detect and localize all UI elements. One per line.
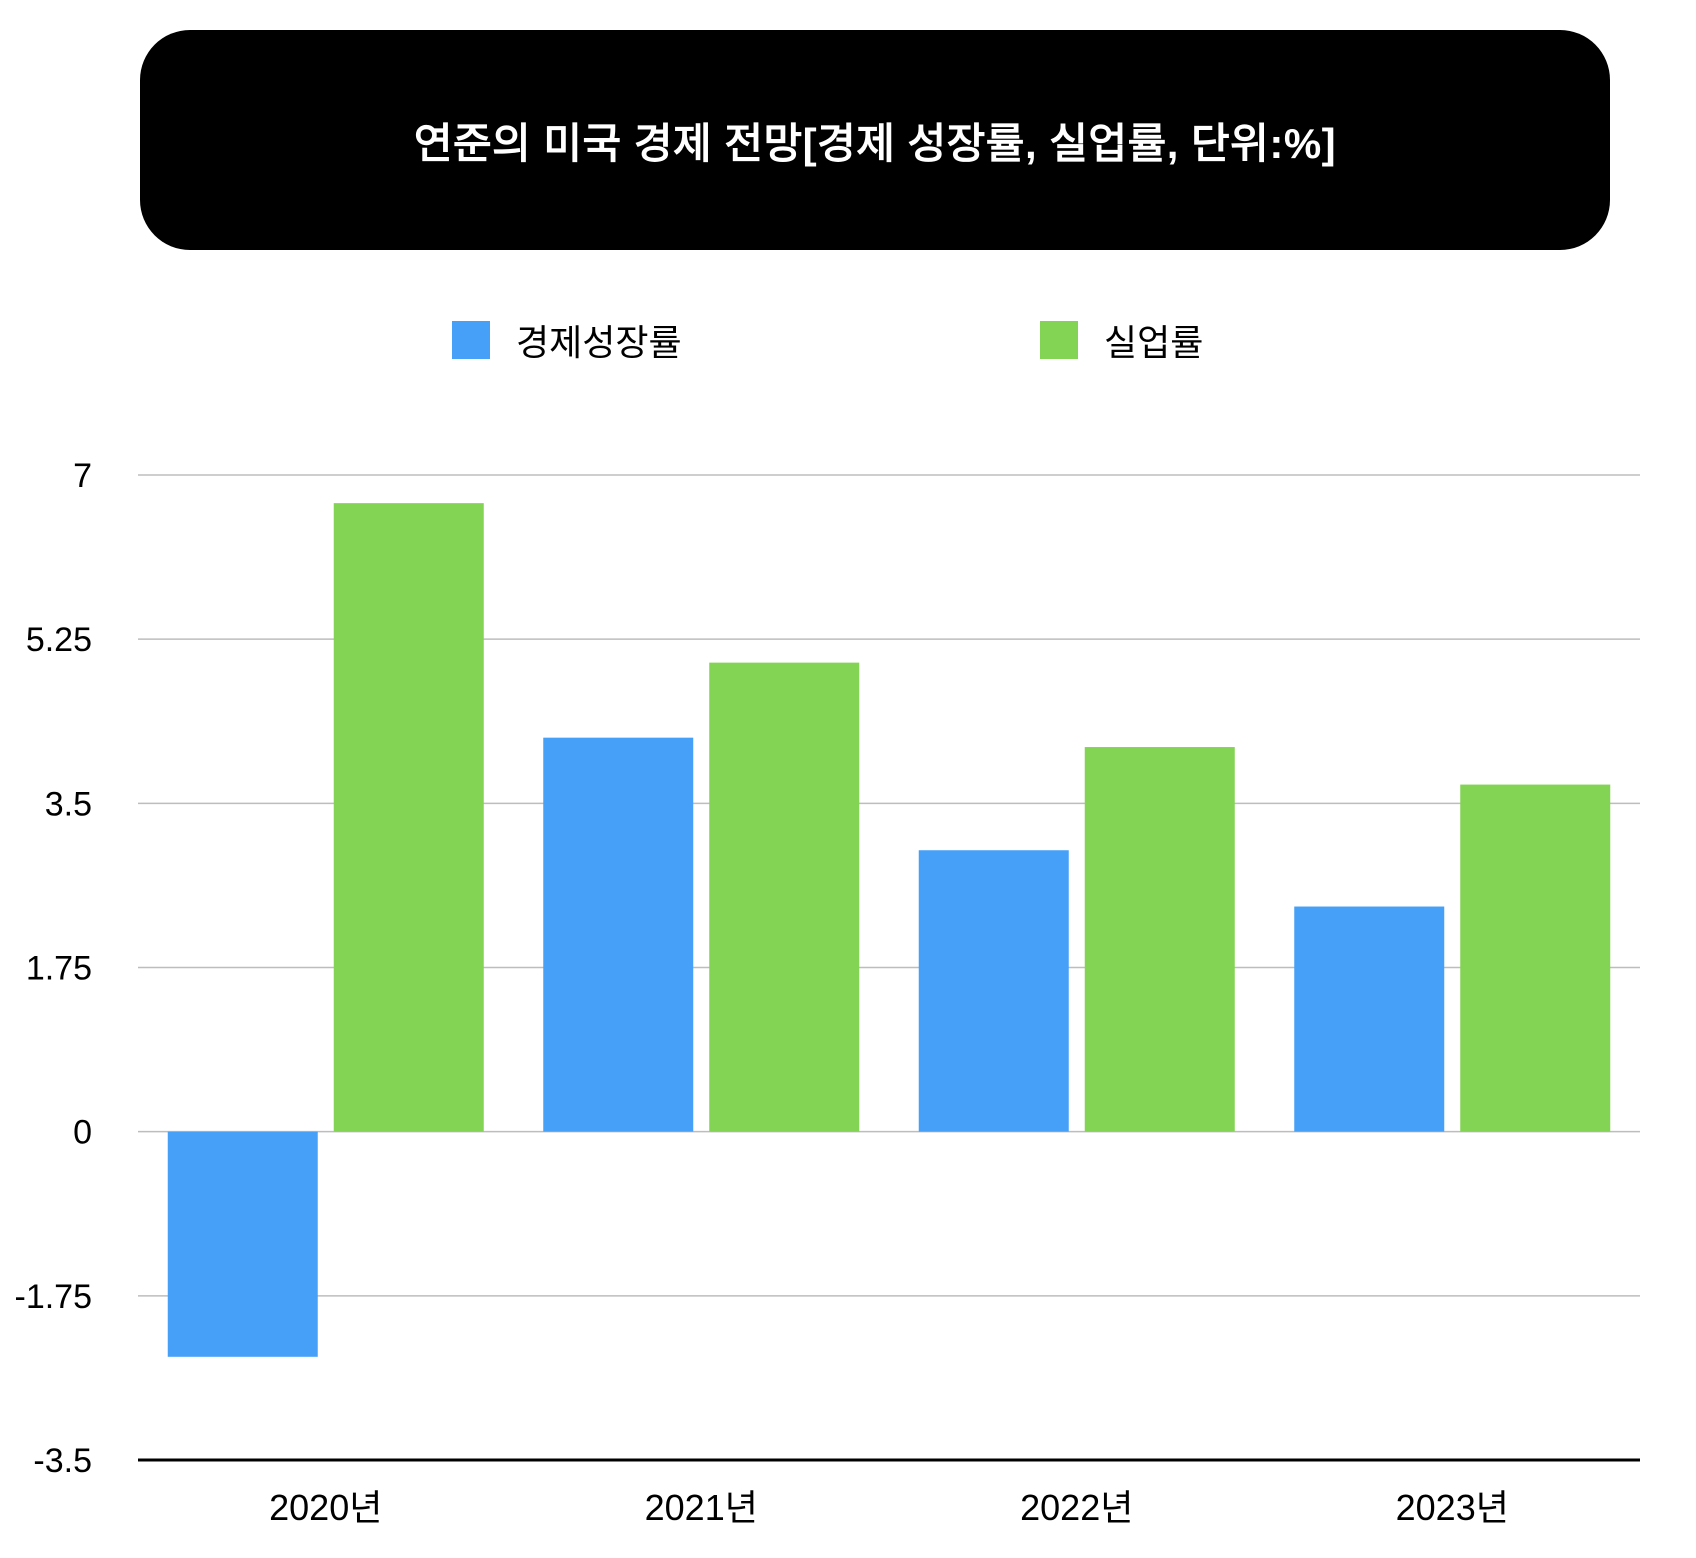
legend-label-unemployment: 실업률 [1104,322,1204,363]
y-tick-label: 5.25 [26,621,92,659]
bar-unemployment-3 [1460,784,1611,1132]
x-category-label: 2021년 [645,1487,758,1528]
legend: 경제성장률 실업률 [0,318,1696,363]
y-tick-label: 3.5 [45,785,92,823]
bar-growth-3 [1294,906,1445,1132]
x-category-label: 2022년 [1020,1487,1133,1528]
bar-unemployment-1 [709,662,860,1132]
x-category-label: 2023년 [1396,1487,1509,1528]
legend-item-growth: 경제성장률 [452,318,682,363]
legend-item-unemployment: 실업률 [1040,318,1203,363]
x-category-label: 2020년 [269,1487,382,1528]
chart-title-box: 연준의 미국 경제 전망[경제 성장률, 실업률, 단위:%] [140,30,1610,250]
legend-swatch-growth [452,321,490,359]
bar-growth-1 [543,737,694,1132]
bar-growth-0 [167,1131,318,1357]
y-tick-label: -3.5 [33,1442,92,1480]
y-tick-label: 0 [73,1114,92,1152]
y-tick-label: 1.75 [26,950,92,988]
bar-growth-2 [918,850,1069,1132]
bar-unemployment-0 [333,503,484,1132]
legend-label-growth: 경제성장률 [516,322,682,363]
chart-title: 연준의 미국 경제 전망[경제 성장률, 실업률, 단위:%] [413,119,1337,167]
y-tick-label: -1.75 [15,1278,93,1316]
bar-unemployment-2 [1084,747,1235,1132]
legend-swatch-unemployment [1040,321,1078,359]
y-tick-label: 7 [73,457,92,495]
